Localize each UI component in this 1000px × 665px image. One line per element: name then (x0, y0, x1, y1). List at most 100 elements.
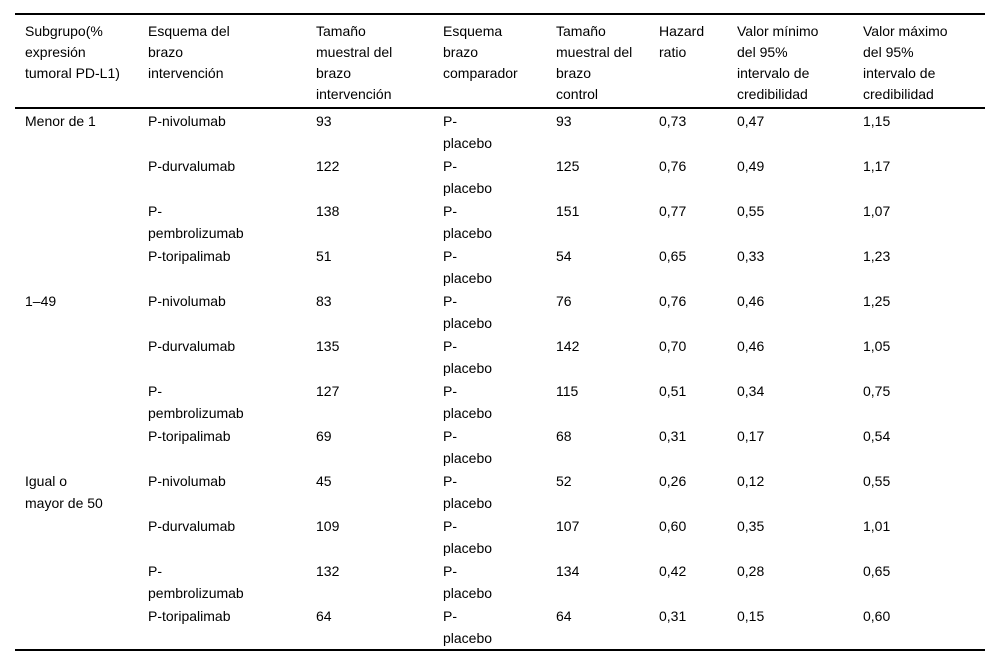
cell-subgroup (15, 154, 138, 199)
column-header-ci-min: Valor mínimo del 95% intervalo de credib… (727, 14, 853, 109)
cell-intervention-n: 69 (316, 428, 332, 444)
cell-hazard-ratio: 0,65 (659, 248, 687, 264)
cell-subgroup (15, 424, 138, 469)
table-row: P- pembrolizumab 132 P- placebo 134 0,42 0,28… (15, 559, 985, 604)
cell-ci-max: 1,23 (863, 248, 891, 264)
table-row: P-toripalimab 69 P- placebo 68 0,31 0,17 0,54 (15, 424, 985, 469)
cell-intervention-scheme: P-toripalimab (148, 428, 231, 444)
table-row: P-durvalumab 122 P- placebo 125 0,76 0,49 1,17 (15, 154, 985, 199)
table-header-row: Subgrupo(% expresión tumoral PD-L1) Esque… (15, 14, 985, 109)
cell-control-n: 142 (556, 338, 580, 354)
cell-intervention-scheme: P- pembrolizumab (148, 563, 244, 601)
cell-ci-min: 0,46 (737, 338, 765, 354)
cell-control-n: 52 (556, 473, 572, 489)
cell-ci-max: 1,05 (863, 338, 891, 354)
column-header-intervention-n: Tamaño muestral del brazo intervención (306, 14, 433, 109)
cell-hazard-ratio: 0,70 (659, 338, 687, 354)
cell-hazard-ratio: 0,73 (659, 113, 687, 129)
cell-intervention-n: 122 (316, 158, 340, 174)
cell-ci-max: 1,15 (863, 113, 891, 129)
cell-ci-max: 0,60 (863, 608, 891, 624)
table-row: P-durvalumab 135 P- placebo 142 0,70 0,46 1,05 (15, 334, 985, 379)
cell-subgroup (15, 334, 138, 379)
cell-hazard-ratio: 0,42 (659, 563, 687, 579)
table-row: P- pembrolizumab 127 P- placebo 115 0,51 0,34… (15, 379, 985, 424)
cell-subgroup (15, 604, 138, 650)
cell-intervention-n: 132 (316, 563, 340, 579)
table-row: P- pembrolizumab 138 P- placebo 151 0,77 0,55… (15, 199, 985, 244)
table-row: P-toripalimab 51 P- placebo 54 0,65 0,33 1,23 (15, 244, 985, 289)
cell-comparator-scheme: P- placebo (443, 518, 493, 556)
cell-subgroup (15, 379, 138, 424)
cell-ci-min: 0,17 (737, 428, 765, 444)
cell-ci-min: 0,46 (737, 293, 765, 309)
cell-comparator-scheme: P- placebo (443, 383, 493, 421)
cell-intervention-scheme: P- pembrolizumab (148, 383, 244, 421)
table-header: Subgrupo(% expresión tumoral PD-L1) Esque… (15, 14, 985, 109)
cell-control-n: 54 (556, 248, 572, 264)
column-header-intervention-scheme: Esquema del brazo intervención (138, 14, 306, 109)
column-header-comparator-scheme: Esquema brazo comparador (433, 14, 546, 109)
cell-subgroup (15, 514, 138, 559)
cell-intervention-n: 109 (316, 518, 340, 534)
cell-intervention-scheme: P-toripalimab (148, 608, 231, 624)
column-header-subgroup: Subgrupo(% expresión tumoral PD-L1) (15, 14, 138, 109)
cell-hazard-ratio: 0,77 (659, 203, 687, 219)
cell-intervention-scheme: P-durvalumab (148, 158, 236, 174)
cell-ci-max: 1,07 (863, 203, 891, 219)
cell-ci-min: 0,49 (737, 158, 765, 174)
cell-control-n: 93 (556, 113, 572, 129)
cell-comparator-scheme: P- placebo (443, 248, 493, 286)
cell-ci-max: 0,54 (863, 428, 891, 444)
cell-hazard-ratio: 0,76 (659, 293, 687, 309)
cell-intervention-scheme: P- pembrolizumab (148, 203, 244, 241)
cell-hazard-ratio: 0,51 (659, 383, 687, 399)
cell-hazard-ratio: 0,31 (659, 608, 687, 624)
table-row: P-durvalumab 109 P- placebo 107 0,60 0,35 1,01 (15, 514, 985, 559)
cell-ci-max: 0,55 (863, 473, 891, 489)
cell-intervention-scheme: P-nivolumab (148, 113, 226, 129)
column-header-ci-max: Valor máximo del 95% intervalo de credib… (853, 14, 985, 109)
cell-ci-max: 0,65 (863, 563, 891, 579)
cell-intervention-n: 127 (316, 383, 340, 399)
cell-control-n: 151 (556, 203, 580, 219)
cell-ci-max: 1,25 (863, 293, 891, 309)
cell-ci-min: 0,15 (737, 608, 765, 624)
cell-comparator-scheme: P- placebo (443, 158, 493, 196)
cell-ci-min: 0,28 (737, 563, 765, 579)
cell-subgroup: Igual o mayor de 50 (25, 473, 103, 511)
cell-subgroup: 1–49 (25, 293, 57, 309)
cell-ci-max: 1,17 (863, 158, 891, 174)
cell-ci-min: 0,33 (737, 248, 765, 264)
cell-intervention-n: 51 (316, 248, 332, 264)
table-row: Menor de 1 P-nivolumab 93 P- placebo 93 0,73 0… (15, 108, 985, 154)
table-row: 1–49 P-nivolumab 83 P- placebo 76 0,76 0,46 1,2… (15, 289, 985, 334)
cell-control-n: 76 (556, 293, 572, 309)
cell-intervention-n: 135 (316, 338, 340, 354)
cell-subgroup (15, 559, 138, 604)
cell-comparator-scheme: P- placebo (443, 293, 493, 331)
cell-comparator-scheme: P- placebo (443, 428, 493, 466)
cell-control-n: 125 (556, 158, 580, 174)
cell-subgroup (15, 199, 138, 244)
cell-intervention-scheme: P-nivolumab (148, 473, 226, 489)
cell-comparator-scheme: P- placebo (443, 203, 493, 241)
column-header-hazard-ratio: Hazard ratio (649, 14, 727, 109)
table-row: Igual o mayor de 50 P-nivolumab 45 P- place… (15, 469, 985, 514)
cell-hazard-ratio: 0,76 (659, 158, 687, 174)
table-body: Menor de 1 P-nivolumab 93 P- placebo 93 0,73 0… (15, 108, 985, 650)
cell-intervention-scheme: P-durvalumab (148, 338, 236, 354)
cell-comparator-scheme: P- placebo (443, 473, 493, 511)
cell-ci-min: 0,12 (737, 473, 765, 489)
results-table: Subgrupo(% expresión tumoral PD-L1) Esque… (15, 13, 985, 651)
cell-intervention-n: 83 (316, 293, 332, 309)
cell-ci-max: 1,01 (863, 518, 891, 534)
cell-ci-min: 0,34 (737, 383, 765, 399)
cell-comparator-scheme: P- placebo (443, 608, 493, 646)
cell-ci-min: 0,35 (737, 518, 765, 534)
cell-control-n: 107 (556, 518, 580, 534)
cell-intervention-n: 64 (316, 608, 332, 624)
cell-intervention-scheme: P-nivolumab (148, 293, 226, 309)
cell-control-n: 68 (556, 428, 572, 444)
